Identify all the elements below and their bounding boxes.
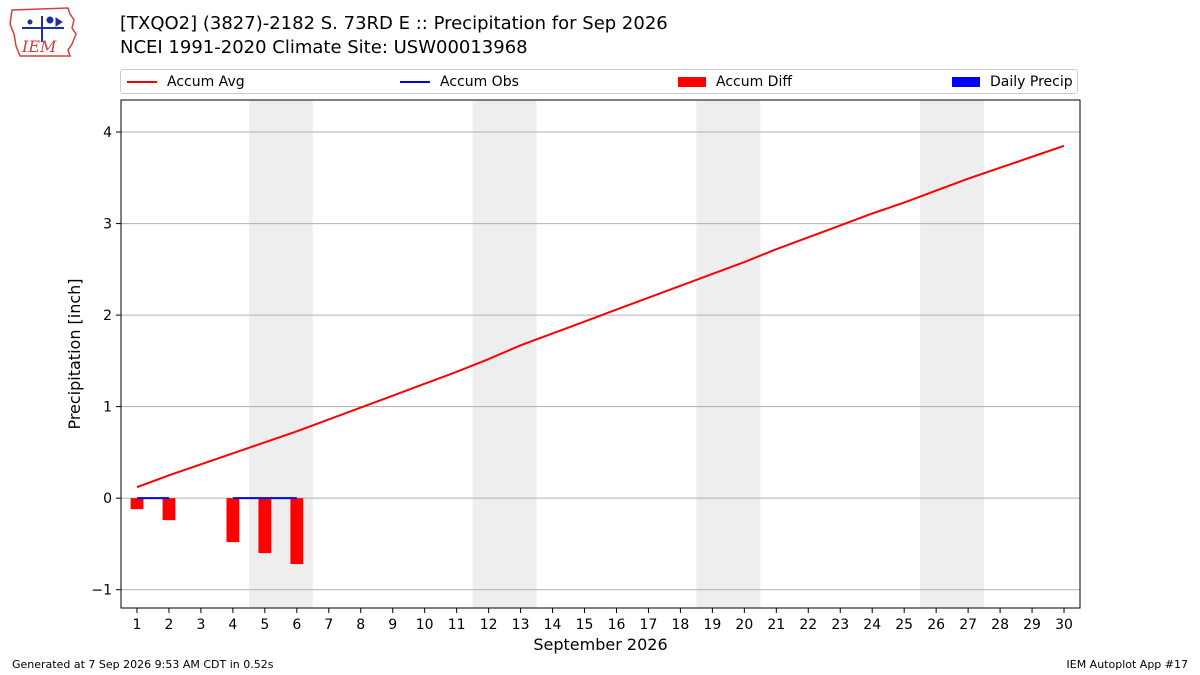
chart-title: [TXQO2] (3827)-2182 S. 73RD E :: Precipi… bbox=[120, 13, 668, 34]
x-tick-label: 9 bbox=[388, 617, 397, 633]
x-tick-label: 30 bbox=[1055, 617, 1073, 633]
y-tick-label: −1 bbox=[91, 583, 112, 599]
y-tick-label: 1 bbox=[103, 400, 112, 416]
x-tick-label: 17 bbox=[640, 617, 658, 633]
x-tick-label: 18 bbox=[672, 617, 690, 633]
x-tick-label: 23 bbox=[831, 617, 849, 633]
x-tick-label: 8 bbox=[356, 617, 365, 633]
app-footer: IEM Autoplot App #17 bbox=[1066, 658, 1189, 671]
x-tick-label: 7 bbox=[324, 617, 333, 633]
x-tick-label: 6 bbox=[292, 617, 301, 633]
y-tick-label: 2 bbox=[103, 308, 112, 324]
accum-diff-bar-day-5 bbox=[258, 498, 272, 554]
x-tick-label: 4 bbox=[228, 617, 237, 633]
x-tick-label: 24 bbox=[863, 617, 881, 633]
x-tick-label: 28 bbox=[991, 617, 1009, 633]
weather-station-icon bbox=[22, 16, 64, 42]
legend-label-accum-avg: Accum Avg bbox=[167, 73, 245, 90]
legend-swatch-accum-obs bbox=[400, 80, 430, 83]
accum-diff-bar-day-4 bbox=[226, 498, 240, 543]
legend-swatch-daily-precip bbox=[952, 76, 980, 87]
legend-swatch-accum-avg bbox=[127, 80, 157, 83]
accum-avg-line bbox=[136, 144, 1065, 489]
x-tick-label: 19 bbox=[703, 617, 721, 633]
x-tick-label: 21 bbox=[767, 617, 785, 633]
legend-item-accum-avg: Accum Avg bbox=[127, 70, 245, 93]
x-tick-label: 10 bbox=[416, 617, 434, 633]
legend-item-accum-diff: Accum Diff bbox=[678, 70, 792, 93]
accum-diff-bar-day-2 bbox=[162, 498, 176, 521]
x-tick-label: 20 bbox=[735, 617, 753, 633]
x-tick-label: 1 bbox=[133, 617, 142, 633]
x-tick-label: 22 bbox=[799, 617, 817, 633]
x-tick-label: 11 bbox=[448, 617, 466, 633]
weekend-shade-2 bbox=[472, 100, 537, 608]
legend-item-daily-precip: Daily Precip bbox=[952, 70, 1073, 93]
accum-diff-bar-day-6 bbox=[290, 498, 304, 565]
legend-label-accum-diff: Accum Diff bbox=[716, 73, 793, 90]
x-tick-label: 15 bbox=[576, 617, 594, 633]
legend-swatch-accum-diff bbox=[678, 76, 706, 87]
legend-label-accum-obs: Accum Obs bbox=[440, 73, 519, 90]
x-tick-label: 27 bbox=[959, 617, 977, 633]
x-tick-label: 13 bbox=[512, 617, 530, 633]
y-tick-label: 0 bbox=[103, 491, 112, 507]
y-tick-label: 3 bbox=[103, 217, 112, 233]
x-tick-label: 14 bbox=[544, 617, 562, 633]
x-tick-label: 2 bbox=[164, 617, 173, 633]
x-tick-label: 29 bbox=[1023, 617, 1041, 633]
x-tick-label: 3 bbox=[196, 617, 205, 633]
legend-item-accum-obs: Accum Obs bbox=[400, 70, 519, 93]
weekend-shade-3 bbox=[696, 100, 761, 608]
legend-label-daily-precip: Daily Precip bbox=[990, 73, 1073, 90]
generated-footer: Generated at 7 Sep 2026 9:53 AM CDT in 0… bbox=[12, 658, 274, 671]
accum-diff-bar-day-1 bbox=[130, 498, 144, 510]
plot-frame bbox=[120, 99, 1081, 609]
x-tick-label: 16 bbox=[608, 617, 626, 633]
x-axis-label: September 2026 bbox=[533, 635, 667, 654]
y-tick-label: 4 bbox=[103, 125, 112, 141]
x-tick-label: 5 bbox=[260, 617, 269, 633]
iem-logo: IEM bbox=[9, 7, 77, 57]
logo-text: IEM bbox=[21, 37, 57, 56]
chart-legend: Accum Avg Accum Obs Accum Diff Daily Pre… bbox=[120, 69, 1078, 94]
x-tick-label: 26 bbox=[927, 617, 945, 633]
y-axis-label: Precipitation [inch] bbox=[65, 278, 84, 429]
x-tick-label: 25 bbox=[895, 617, 913, 633]
chart-subtitle: NCEI 1991-2020 Climate Site: USW00013968 bbox=[120, 37, 528, 58]
x-tick-label: 12 bbox=[480, 617, 498, 633]
